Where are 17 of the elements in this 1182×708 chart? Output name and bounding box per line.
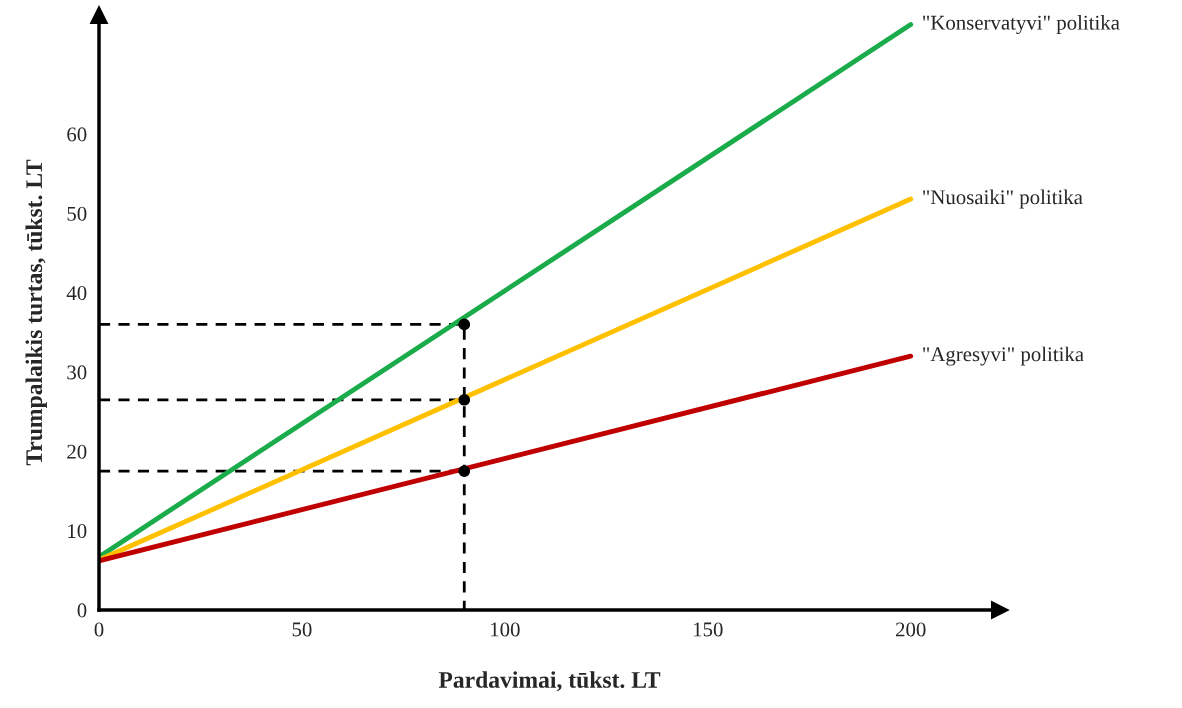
- series-label: "Nuosaiki" politika: [923, 189, 1083, 209]
- y-tick-label: 10: [68, 524, 87, 539]
- y-tick-label: 30: [67, 365, 87, 380]
- y-axis-title: Trumpalaikis turtas, tūkst. LT: [25, 159, 47, 466]
- x-axis-title: Pardavimai, tūkst. LT: [438, 671, 661, 692]
- x-tick-label: 200: [896, 622, 926, 637]
- x-tick-label: 150: [693, 622, 723, 637]
- y-tick-label: 0: [77, 603, 87, 618]
- x-tick-label: 0: [94, 622, 104, 637]
- y-tick-label: 50: [67, 206, 87, 221]
- series-label: "Agresyvi" politika: [923, 346, 1084, 366]
- x-tick-label: 100: [491, 622, 520, 637]
- y-tick-label: 60: [67, 127, 87, 142]
- x-tick-label: 50: [292, 622, 312, 637]
- y-tick-label: 40: [66, 286, 87, 301]
- y-tick-label: 20: [67, 444, 87, 459]
- series-label: "Konservatyvi" politika: [923, 15, 1120, 34]
